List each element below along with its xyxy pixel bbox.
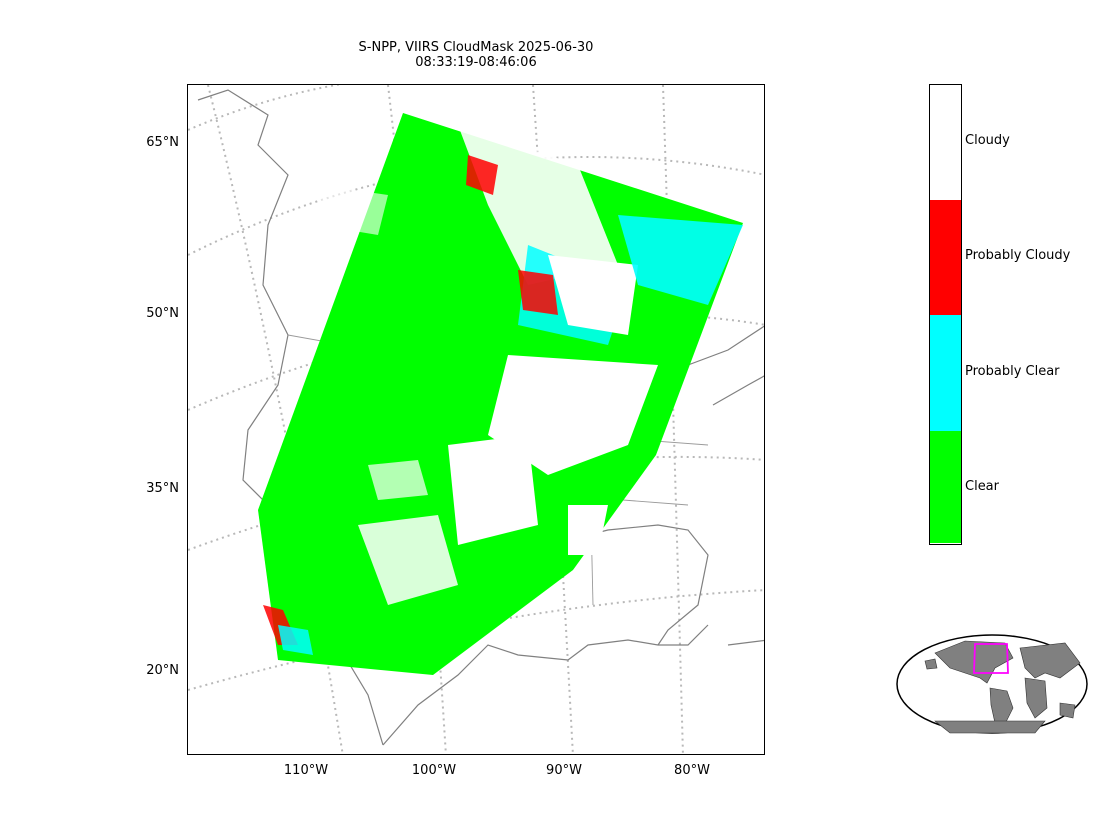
map-title: S-NPP, VIIRS CloudMask 2025-06-30 08:33:…: [276, 40, 676, 70]
lat-label-65n: 65°N: [146, 135, 179, 150]
colorbar: [929, 84, 962, 545]
colorbar-cloudy: [930, 85, 961, 200]
lat-label-50n: 50°N: [146, 306, 179, 321]
map-panel[interactable]: [187, 84, 765, 755]
cloudmask-swath[interactable]: [258, 113, 743, 675]
lat-label-35n: 35°N: [146, 481, 179, 496]
lon-label-100w: 100°W: [411, 763, 457, 778]
lon-label-90w: 90°W: [546, 763, 582, 778]
world-locator-map-icon: [895, 633, 1089, 741]
map-canvas: [188, 85, 764, 754]
title-line-1: S-NPP, VIIRS CloudMask 2025-06-30: [358, 40, 594, 55]
title-line-2: 08:33:19-08:46:06: [415, 55, 537, 70]
lat-label-20n: 20°N: [146, 663, 179, 678]
legend-label-probably-cloudy: Probably Cloudy: [965, 248, 1071, 263]
legend-label-cloudy: Cloudy: [965, 133, 1010, 148]
legend-label-clear: Clear: [965, 479, 999, 494]
legend-label-probably-clear: Probably Clear: [965, 364, 1060, 379]
colorbar-probably-clear: [930, 315, 961, 431]
lon-label-80w: 80°W: [674, 763, 710, 778]
lon-label-110w: 110°W: [283, 763, 329, 778]
colorbar-probably-cloudy: [930, 200, 961, 315]
colorbar-clear: [930, 431, 961, 543]
